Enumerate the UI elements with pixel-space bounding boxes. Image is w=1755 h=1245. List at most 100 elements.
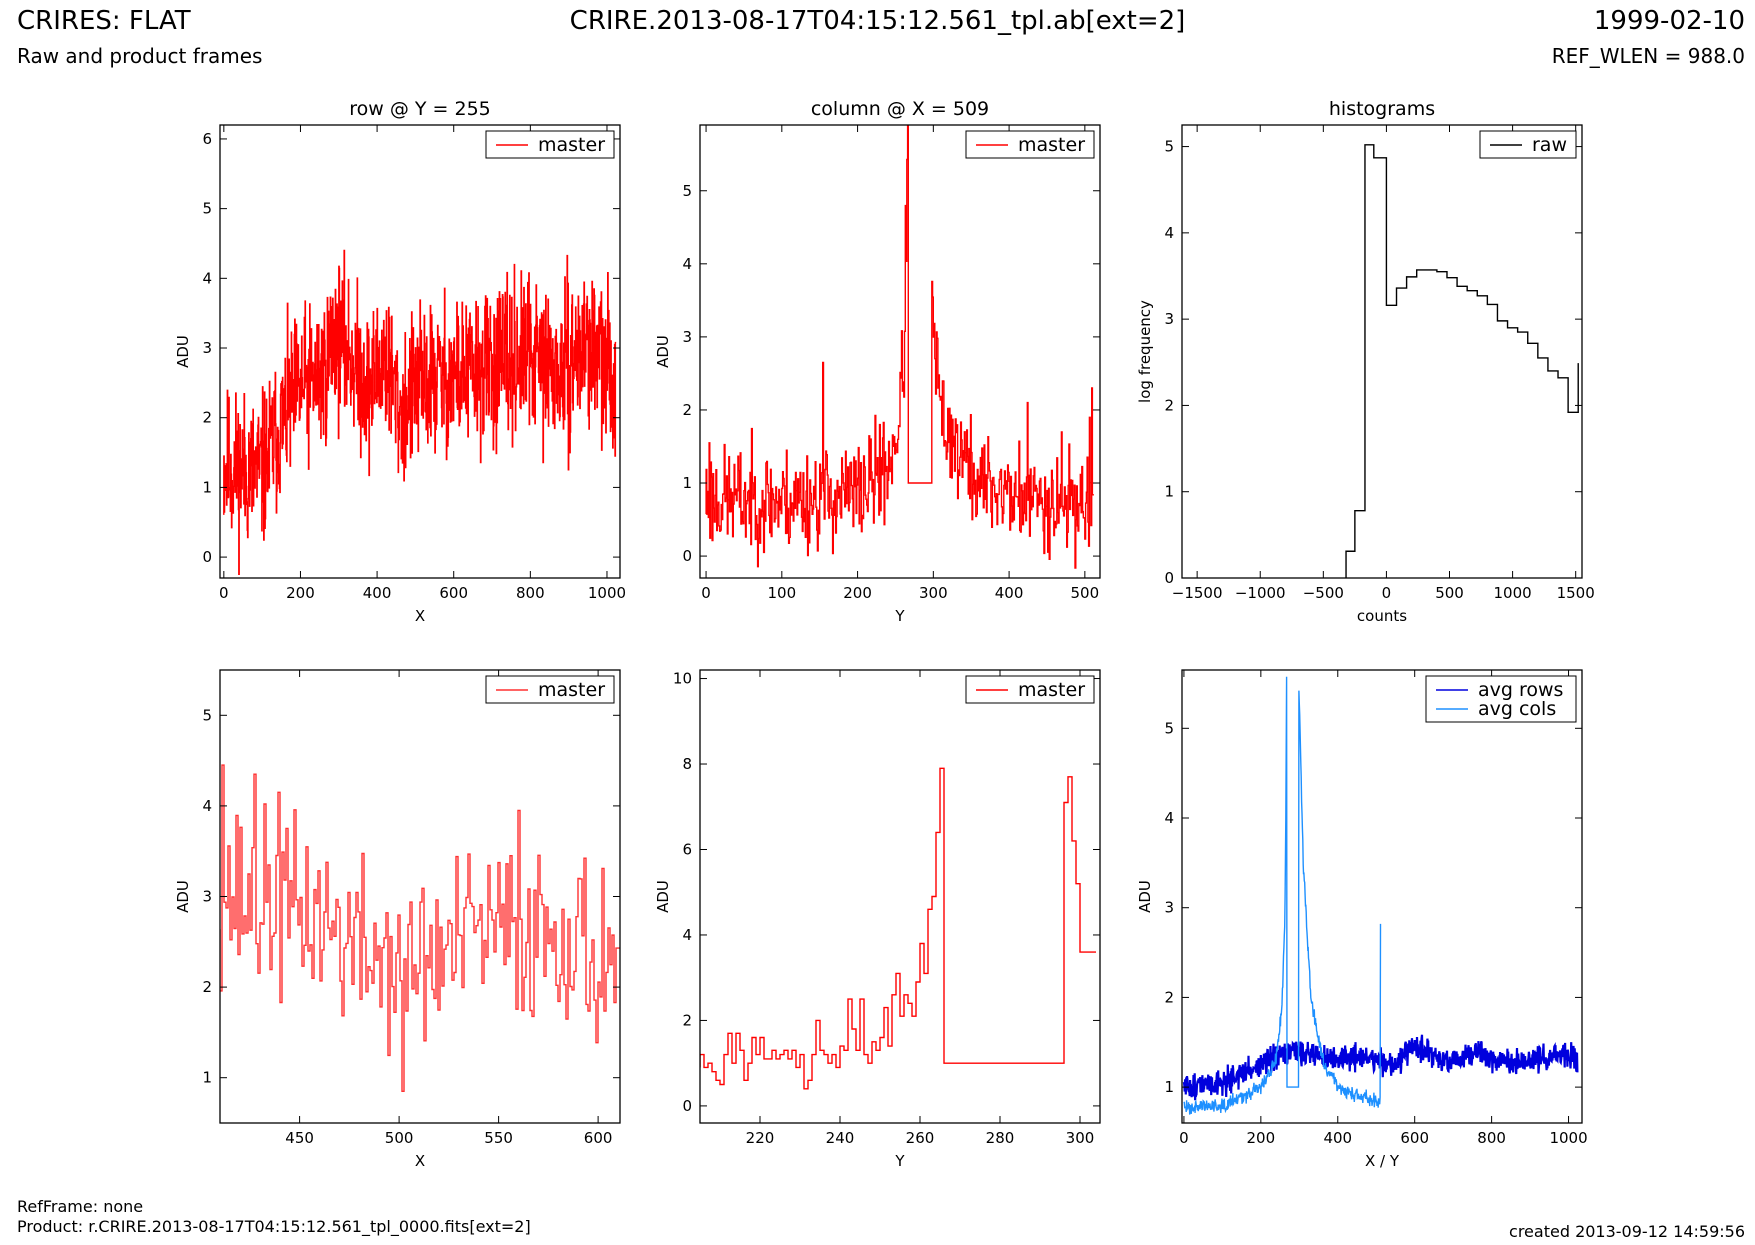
x-tick-label: 1000 [1549, 1129, 1587, 1147]
x-tick-label: 400 [995, 584, 1024, 602]
y-tick-label: 2 [202, 409, 212, 427]
y-tick-label: 2 [682, 401, 692, 419]
x-tick-label: 100 [767, 584, 796, 602]
y-tick-label: 0 [1164, 569, 1174, 587]
x-axis-label: Y [894, 1152, 905, 1170]
y-tick-label: 8 [682, 755, 692, 773]
legend: master [965, 130, 1095, 159]
plot-frame [1181, 669, 1583, 1124]
y-axis-label: ADU [1136, 880, 1154, 913]
plot-title: histograms [1329, 98, 1435, 120]
plot-panel: 0 200 400 600 800 1000 1 2 3 4 5 X / Y ADU avg rowsav… [1136, 669, 1588, 1170]
x-axis-label: X [415, 1152, 425, 1170]
y-tick-label: 1 [1164, 483, 1174, 501]
legend: master [485, 675, 615, 704]
x-axis-label: counts [1357, 607, 1407, 625]
legend-label: avg cols [1478, 698, 1556, 720]
x-tick-label: 600 [439, 584, 468, 602]
x-tick-label: 0 [1382, 584, 1392, 602]
legend: raw [1479, 130, 1577, 159]
x-tick-label: 1000 [1494, 584, 1532, 602]
legend-label: master [1018, 134, 1085, 156]
x-tick-label: 200 [286, 584, 315, 602]
plot-title: column @ X = 509 [811, 98, 989, 120]
y-tick-label: 3 [202, 888, 212, 906]
y-tick-label: 4 [682, 926, 692, 944]
product-note: Product: r.CRIRE.2013-08-17T04:15:12.561… [17, 1217, 531, 1236]
y-tick-label: 4 [1164, 809, 1174, 827]
x-tick-label: 260 [906, 1129, 935, 1147]
y-tick-label: 4 [202, 797, 212, 815]
y-tick-label: 2 [1164, 396, 1174, 414]
legend-label: raw [1532, 134, 1567, 156]
series-line [1345, 144, 1579, 578]
x-tick-label: 0 [219, 584, 229, 602]
y-axis-label: ADU [174, 880, 192, 913]
x-tick-label: 550 [484, 1129, 513, 1147]
y-tick-label: 6 [682, 840, 692, 858]
x-tick-label: 600 [584, 1129, 613, 1147]
x-tick-label: 500 [385, 1129, 414, 1147]
x-axis-label: Y [894, 607, 905, 625]
y-tick-label: 4 [202, 269, 212, 287]
x-tick-label: 400 [1323, 1129, 1352, 1147]
x-tick-label: 280 [986, 1129, 1015, 1147]
x-tick-label: 300 [1066, 1129, 1095, 1147]
y-tick-label: 1 [202, 478, 212, 496]
plot-frame [219, 124, 621, 579]
ref-wlen-label: REF_WLEN = 988.0 [1551, 44, 1745, 68]
legend-label: avg rows [1478, 679, 1563, 701]
plot-panel: −1500 −1000 −500 0 500 1000 1500 0 1 2 3 4 5 histogra… [1136, 98, 1595, 625]
y-tick-label: 3 [202, 339, 212, 357]
y-tick-label: 10 [673, 670, 692, 688]
y-tick-label: 3 [1164, 899, 1174, 917]
x-tick-label: 300 [919, 584, 948, 602]
y-tick-label: 2 [682, 1011, 692, 1029]
x-tick-label: 220 [746, 1129, 775, 1147]
plot-panel: 220 240 260 280 300 0 2 4 6 8 10 Y ADU master [654, 669, 1101, 1170]
y-tick-label: 5 [1164, 719, 1174, 737]
series-line [705, 125, 1094, 569]
series-line [223, 249, 617, 575]
y-tick-label: 2 [1164, 988, 1174, 1006]
plot-panel: 0 200 400 600 800 1000 0 1 2 3 4 5 6 row @ Y = 255 X AD… [174, 98, 626, 625]
x-tick-label: −1500 [1172, 584, 1223, 602]
series-line [220, 764, 620, 1092]
x-tick-label: −1000 [1235, 584, 1286, 602]
y-tick-label: 6 [202, 130, 212, 148]
legend-label: master [538, 679, 605, 701]
legend: master [485, 130, 615, 159]
y-axis-label: ADU [654, 335, 672, 368]
created-timestamp: created 2013-09-12 14:59:56 [1509, 1222, 1745, 1241]
y-axis-label: log frequency [1136, 300, 1154, 403]
x-tick-label: 0 [1179, 1129, 1189, 1147]
x-tick-label: 1500 [1557, 584, 1595, 602]
x-tick-label: 240 [826, 1129, 855, 1147]
legend-label: master [1018, 679, 1085, 701]
report-subtitle: Raw and product frames [17, 44, 263, 68]
y-tick-label: 4 [682, 255, 692, 273]
plot-panel: 450 500 550 600 1 2 3 4 5 X ADU master [174, 669, 621, 1170]
y-tick-label: 5 [202, 200, 212, 218]
y-tick-label: 3 [1164, 310, 1174, 328]
x-tick-label: 500 [1435, 584, 1464, 602]
y-tick-label: 1 [202, 1069, 212, 1087]
plot-frame [1181, 124, 1583, 579]
x-tick-label: 1000 [588, 584, 626, 602]
x-tick-label: 450 [285, 1129, 314, 1147]
legend: master [965, 675, 1095, 704]
y-tick-label: 1 [1164, 1078, 1174, 1096]
x-axis-label: X / Y [1365, 1152, 1400, 1170]
x-tick-label: 0 [701, 584, 711, 602]
y-tick-label: 2 [202, 978, 212, 996]
y-tick-label: 0 [682, 547, 692, 565]
report-title: CRIRES: FLAT [17, 6, 191, 36]
series-line [1183, 676, 1382, 1115]
y-tick-label: 1 [682, 474, 692, 492]
plot-title: row @ Y = 255 [349, 98, 491, 120]
y-tick-label: 5 [202, 706, 212, 724]
x-tick-label: 800 [516, 584, 545, 602]
y-tick-label: 5 [1164, 138, 1174, 156]
y-tick-label: 5 [682, 182, 692, 200]
